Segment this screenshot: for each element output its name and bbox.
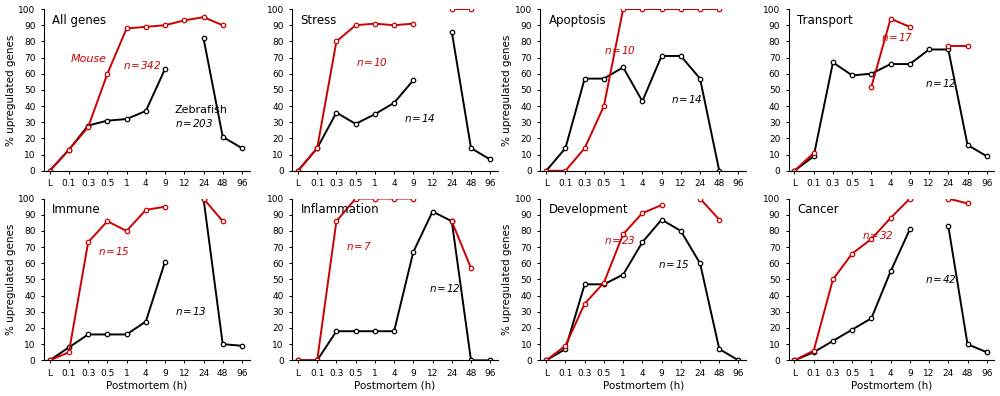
Text: $n$ = 342: $n$ = 342 — [123, 59, 161, 71]
Text: $n$ = 32: $n$ = 32 — [862, 229, 894, 241]
Text: Mouse: Mouse — [71, 54, 107, 65]
X-axis label: Postmortem (h): Postmortem (h) — [603, 381, 684, 390]
Text: $n$ = 7: $n$ = 7 — [346, 240, 372, 252]
Text: $n$ = 203: $n$ = 203 — [175, 117, 213, 129]
Text: Stress: Stress — [300, 14, 337, 27]
Text: $n$ = 14: $n$ = 14 — [671, 93, 703, 105]
Text: Apoptosis: Apoptosis — [549, 14, 606, 27]
Text: $n$ = 23: $n$ = 23 — [604, 234, 636, 246]
Text: $n$ = 15: $n$ = 15 — [658, 258, 690, 270]
Text: $n$ = 14: $n$ = 14 — [404, 112, 435, 124]
Y-axis label: % upregulated genes: % upregulated genes — [502, 224, 512, 335]
Text: $n$ = 12: $n$ = 12 — [925, 77, 957, 89]
Text: Cancer: Cancer — [797, 204, 839, 217]
Text: Inflammation: Inflammation — [300, 204, 379, 217]
Text: Immune: Immune — [52, 204, 101, 217]
Text: All genes: All genes — [52, 14, 106, 27]
Y-axis label: % upregulated genes: % upregulated genes — [6, 34, 16, 146]
Text: $n$ = 17: $n$ = 17 — [881, 31, 913, 44]
Text: $n$ = 13: $n$ = 13 — [175, 305, 207, 317]
Text: $n$ = 10: $n$ = 10 — [356, 56, 388, 68]
Y-axis label: % upregulated genes: % upregulated genes — [502, 34, 512, 146]
Text: Zebrafish: Zebrafish — [175, 105, 228, 114]
Text: $n$ = 42: $n$ = 42 — [925, 273, 957, 285]
Text: $n$ = 15: $n$ = 15 — [98, 245, 130, 257]
Y-axis label: % upregulated genes: % upregulated genes — [6, 224, 16, 335]
Text: Transport: Transport — [797, 14, 853, 27]
X-axis label: Postmortem (h): Postmortem (h) — [106, 381, 187, 390]
Text: $n$ = 12: $n$ = 12 — [429, 282, 461, 294]
X-axis label: Postmortem (h): Postmortem (h) — [354, 381, 436, 390]
Text: $n$ = 10: $n$ = 10 — [604, 44, 636, 56]
X-axis label: Postmortem (h): Postmortem (h) — [851, 381, 932, 390]
Text: Development: Development — [549, 204, 628, 217]
